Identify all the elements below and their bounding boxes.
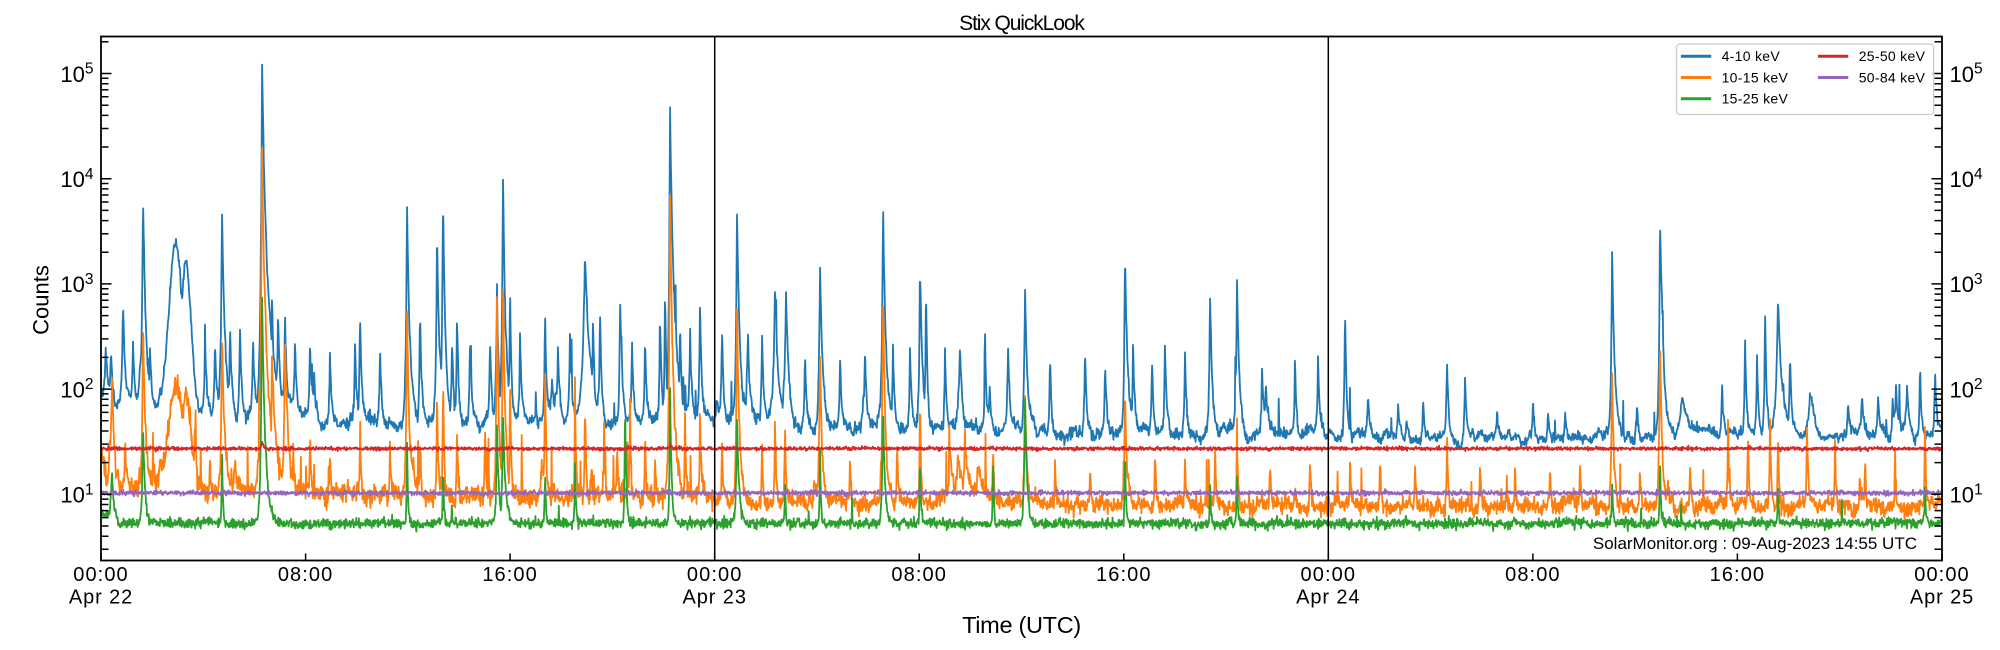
svg-text:SolarMonitor.org : 09-Aug-2023: SolarMonitor.org : 09-Aug-2023 14:55 UTC [1593, 534, 1917, 553]
svg-text:16:00: 16:00 [1096, 564, 1152, 586]
svg-text:16:00: 16:00 [1710, 564, 1766, 586]
svg-text:50-84 keV: 50-84 keV [1859, 69, 1926, 85]
svg-text:25-50 keV: 25-50 keV [1859, 48, 1926, 64]
svg-text:Apr 25: Apr 25 [1910, 587, 1974, 609]
svg-text:Apr 24: Apr 24 [1296, 587, 1360, 609]
svg-text:00:00: 00:00 [1914, 564, 1970, 586]
svg-text:Stix QuickLook: Stix QuickLook [959, 12, 1085, 35]
svg-text:00:00: 00:00 [687, 564, 743, 586]
svg-text:08:00: 08:00 [278, 564, 334, 586]
svg-text:10-15 keV: 10-15 keV [1722, 69, 1789, 85]
svg-text:Apr 23: Apr 23 [683, 587, 747, 609]
svg-text:00:00: 00:00 [73, 564, 129, 586]
svg-text:16:00: 16:00 [482, 564, 538, 586]
svg-text:00:00: 00:00 [1301, 564, 1357, 586]
svg-text:103: 103 [1950, 271, 1983, 297]
svg-text:15-25 keV: 15-25 keV [1722, 91, 1789, 107]
svg-text:08:00: 08:00 [891, 564, 947, 586]
svg-text:Counts: Counts [29, 265, 54, 335]
svg-text:08:00: 08:00 [1505, 564, 1561, 586]
svg-text:Time (UTC): Time (UTC) [962, 612, 1081, 638]
svg-text:4-10 keV: 4-10 keV [1722, 48, 1781, 64]
svg-text:Apr 22: Apr 22 [69, 587, 133, 609]
